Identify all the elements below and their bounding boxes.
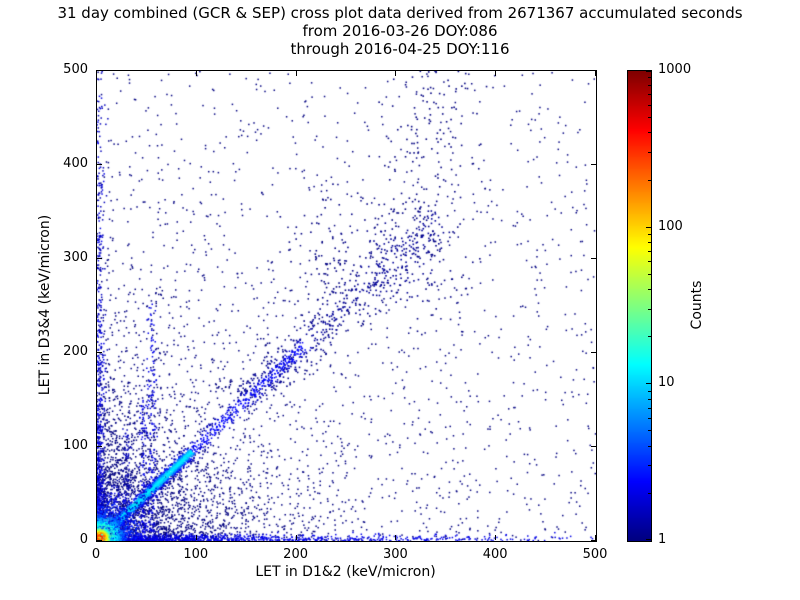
colorbar-minor-tick-mark	[648, 85, 651, 87]
colorbar-minor-tick-mark	[648, 94, 651, 96]
colorbar-minor-tick-mark	[648, 336, 651, 338]
x-tick-mark	[595, 535, 596, 540]
colorbar-tick-mark	[646, 71, 651, 72]
colorbar-tick-label: 10	[658, 375, 675, 391]
x-tick-mark	[395, 535, 397, 540]
plot-area	[96, 70, 597, 542]
colorbar-minor-tick-mark	[648, 117, 651, 119]
colorbar-tick-label: 100	[658, 218, 683, 234]
colorbar-minor-tick-mark	[648, 179, 651, 181]
y-tick-mark	[97, 352, 102, 353]
colorbar-minor-tick-mark	[648, 390, 651, 392]
y-tick-mark-right	[591, 446, 596, 447]
colorbar-minor-tick-mark	[648, 273, 651, 275]
x-tick-label: 300	[382, 547, 408, 562]
x-tick-label: 500	[582, 547, 608, 562]
colorbar-minor-tick-mark	[648, 77, 651, 79]
colorbar-minor-tick-mark	[648, 233, 651, 235]
colorbar-tick-label: 1000	[658, 62, 692, 77]
colorbar-minor-tick-mark	[648, 250, 651, 252]
colorbar-gradient	[628, 71, 651, 541]
x-tick-mark-top	[96, 71, 97, 76]
chart-title-line-2: from 2016-03-26 DOY:086	[302, 22, 498, 40]
colorbar-minor-tick-mark	[648, 418, 651, 420]
y-tick-mark	[97, 258, 102, 259]
colorbar-tick-mark	[646, 226, 651, 228]
colorbar-tick-mark	[646, 539, 651, 540]
x-tick-label: 100	[183, 547, 209, 562]
y-tick-mark-right	[591, 70, 596, 71]
x-axis-label: LET in D1&2 (keV/micron)	[255, 564, 436, 580]
scatter-plot-canvas	[97, 71, 596, 541]
y-tick-mark	[97, 164, 102, 165]
colorbar-minor-tick-mark	[648, 398, 651, 400]
x-tick-mark-top	[295, 71, 297, 76]
colorbar-minor-tick-mark	[648, 465, 651, 467]
y-tick-label: 200	[63, 344, 88, 359]
y-axis-label: LET in D3&4 (keV/micron)	[37, 214, 53, 396]
x-tick-mark-top	[195, 71, 197, 76]
y-tick-label: 0	[79, 532, 88, 547]
chart-title-line-1: 31 day combined (GCR & SEP) cross plot d…	[57, 4, 743, 22]
colorbar-label: Counts	[689, 280, 705, 330]
colorbar-minor-tick-mark	[648, 104, 651, 106]
colorbar-tick-mark	[646, 383, 651, 385]
y-tick-label: 300	[63, 250, 88, 265]
x-tick-mark	[495, 535, 497, 540]
colorbar-minor-tick-mark	[648, 261, 651, 263]
x-tick-mark-top	[395, 71, 397, 76]
colorbar-minor-tick-mark	[648, 241, 651, 243]
colorbar-minor-tick-mark	[648, 151, 651, 153]
y-tick-mark-right	[591, 540, 596, 541]
x-tick-label: 400	[482, 547, 508, 562]
x-tick-mark-top	[595, 71, 596, 76]
x-tick-label: 200	[283, 547, 308, 562]
colorbar-tick-label: 1	[658, 532, 667, 547]
y-tick-mark	[97, 446, 102, 447]
colorbar-minor-tick-mark	[648, 492, 651, 494]
x-tick-mark	[295, 535, 297, 540]
x-tick-label: 0	[91, 547, 101, 562]
chart-title-line-3: through 2016-04-25 DOY:116	[290, 40, 510, 58]
y-tick-label: 100	[63, 438, 88, 453]
colorbar-minor-tick-mark	[648, 430, 651, 432]
colorbar-minor-tick-mark	[648, 407, 651, 409]
x-tick-mark	[96, 535, 97, 540]
colorbar-minor-tick-mark	[648, 132, 651, 134]
x-tick-mark-top	[495, 71, 497, 76]
y-tick-mark-right	[591, 164, 596, 165]
colorbar-minor-tick-mark	[648, 445, 651, 447]
y-tick-label: 500	[63, 62, 88, 77]
x-tick-mark	[195, 535, 197, 540]
chart-title: 31 day combined (GCR & SEP) cross plot d…	[0, 4, 800, 58]
y-tick-mark-right	[591, 352, 596, 353]
colorbar	[627, 70, 652, 542]
y-tick-label: 400	[63, 156, 88, 171]
colorbar-minor-tick-mark	[648, 308, 651, 310]
y-tick-mark-right	[591, 258, 596, 259]
y-tick-mark	[97, 540, 102, 541]
y-tick-mark	[97, 70, 102, 71]
colorbar-minor-tick-mark	[648, 289, 651, 290]
